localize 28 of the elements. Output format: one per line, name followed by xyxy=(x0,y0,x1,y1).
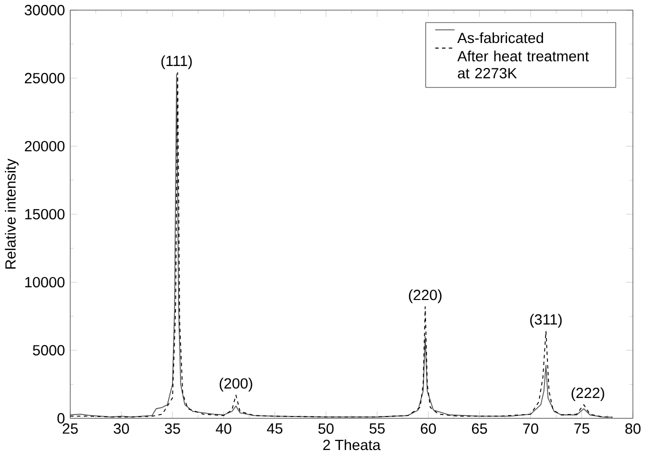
annotation: (222) xyxy=(572,387,604,402)
x-tick-label: 60 xyxy=(420,423,436,434)
x-tick-label: 75 xyxy=(574,423,590,434)
x-tick-label: 35 xyxy=(164,423,180,434)
y-tick-label: 20000 xyxy=(24,140,64,152)
annotation: (200) xyxy=(220,378,252,392)
x-tick-label: 65 xyxy=(472,423,488,434)
x-tick-label: 25 xyxy=(62,423,78,434)
annotation: (311) xyxy=(530,314,562,328)
x-tick-label: 70 xyxy=(523,423,538,434)
legend-label: As-fabricated xyxy=(457,32,544,44)
y-tick-label: 15000 xyxy=(25,208,64,220)
x-tick-label: 30 xyxy=(114,423,129,434)
y-tick-label: 10000 xyxy=(25,276,64,288)
y-axis-title: Relative intensity xyxy=(4,158,19,269)
y-tick-label: 0 xyxy=(57,413,64,424)
x-tick-label: 40 xyxy=(216,423,232,434)
y-tick-label: 25000 xyxy=(24,72,64,84)
x-tick-label: 55 xyxy=(370,423,385,434)
x-tick-label: 50 xyxy=(318,423,334,434)
x-tick-label: 45 xyxy=(266,423,282,434)
y-tick-label: 30000 xyxy=(24,4,64,16)
legend-label: After heat treatment at 2273K xyxy=(457,50,589,78)
x-tick-label: 80 xyxy=(625,423,641,434)
annotation: (220) xyxy=(408,289,442,304)
x-axis-title: 2 Theata xyxy=(323,439,381,450)
annotation: (111) xyxy=(161,55,192,70)
y-tick-label: 5000 xyxy=(32,345,64,356)
